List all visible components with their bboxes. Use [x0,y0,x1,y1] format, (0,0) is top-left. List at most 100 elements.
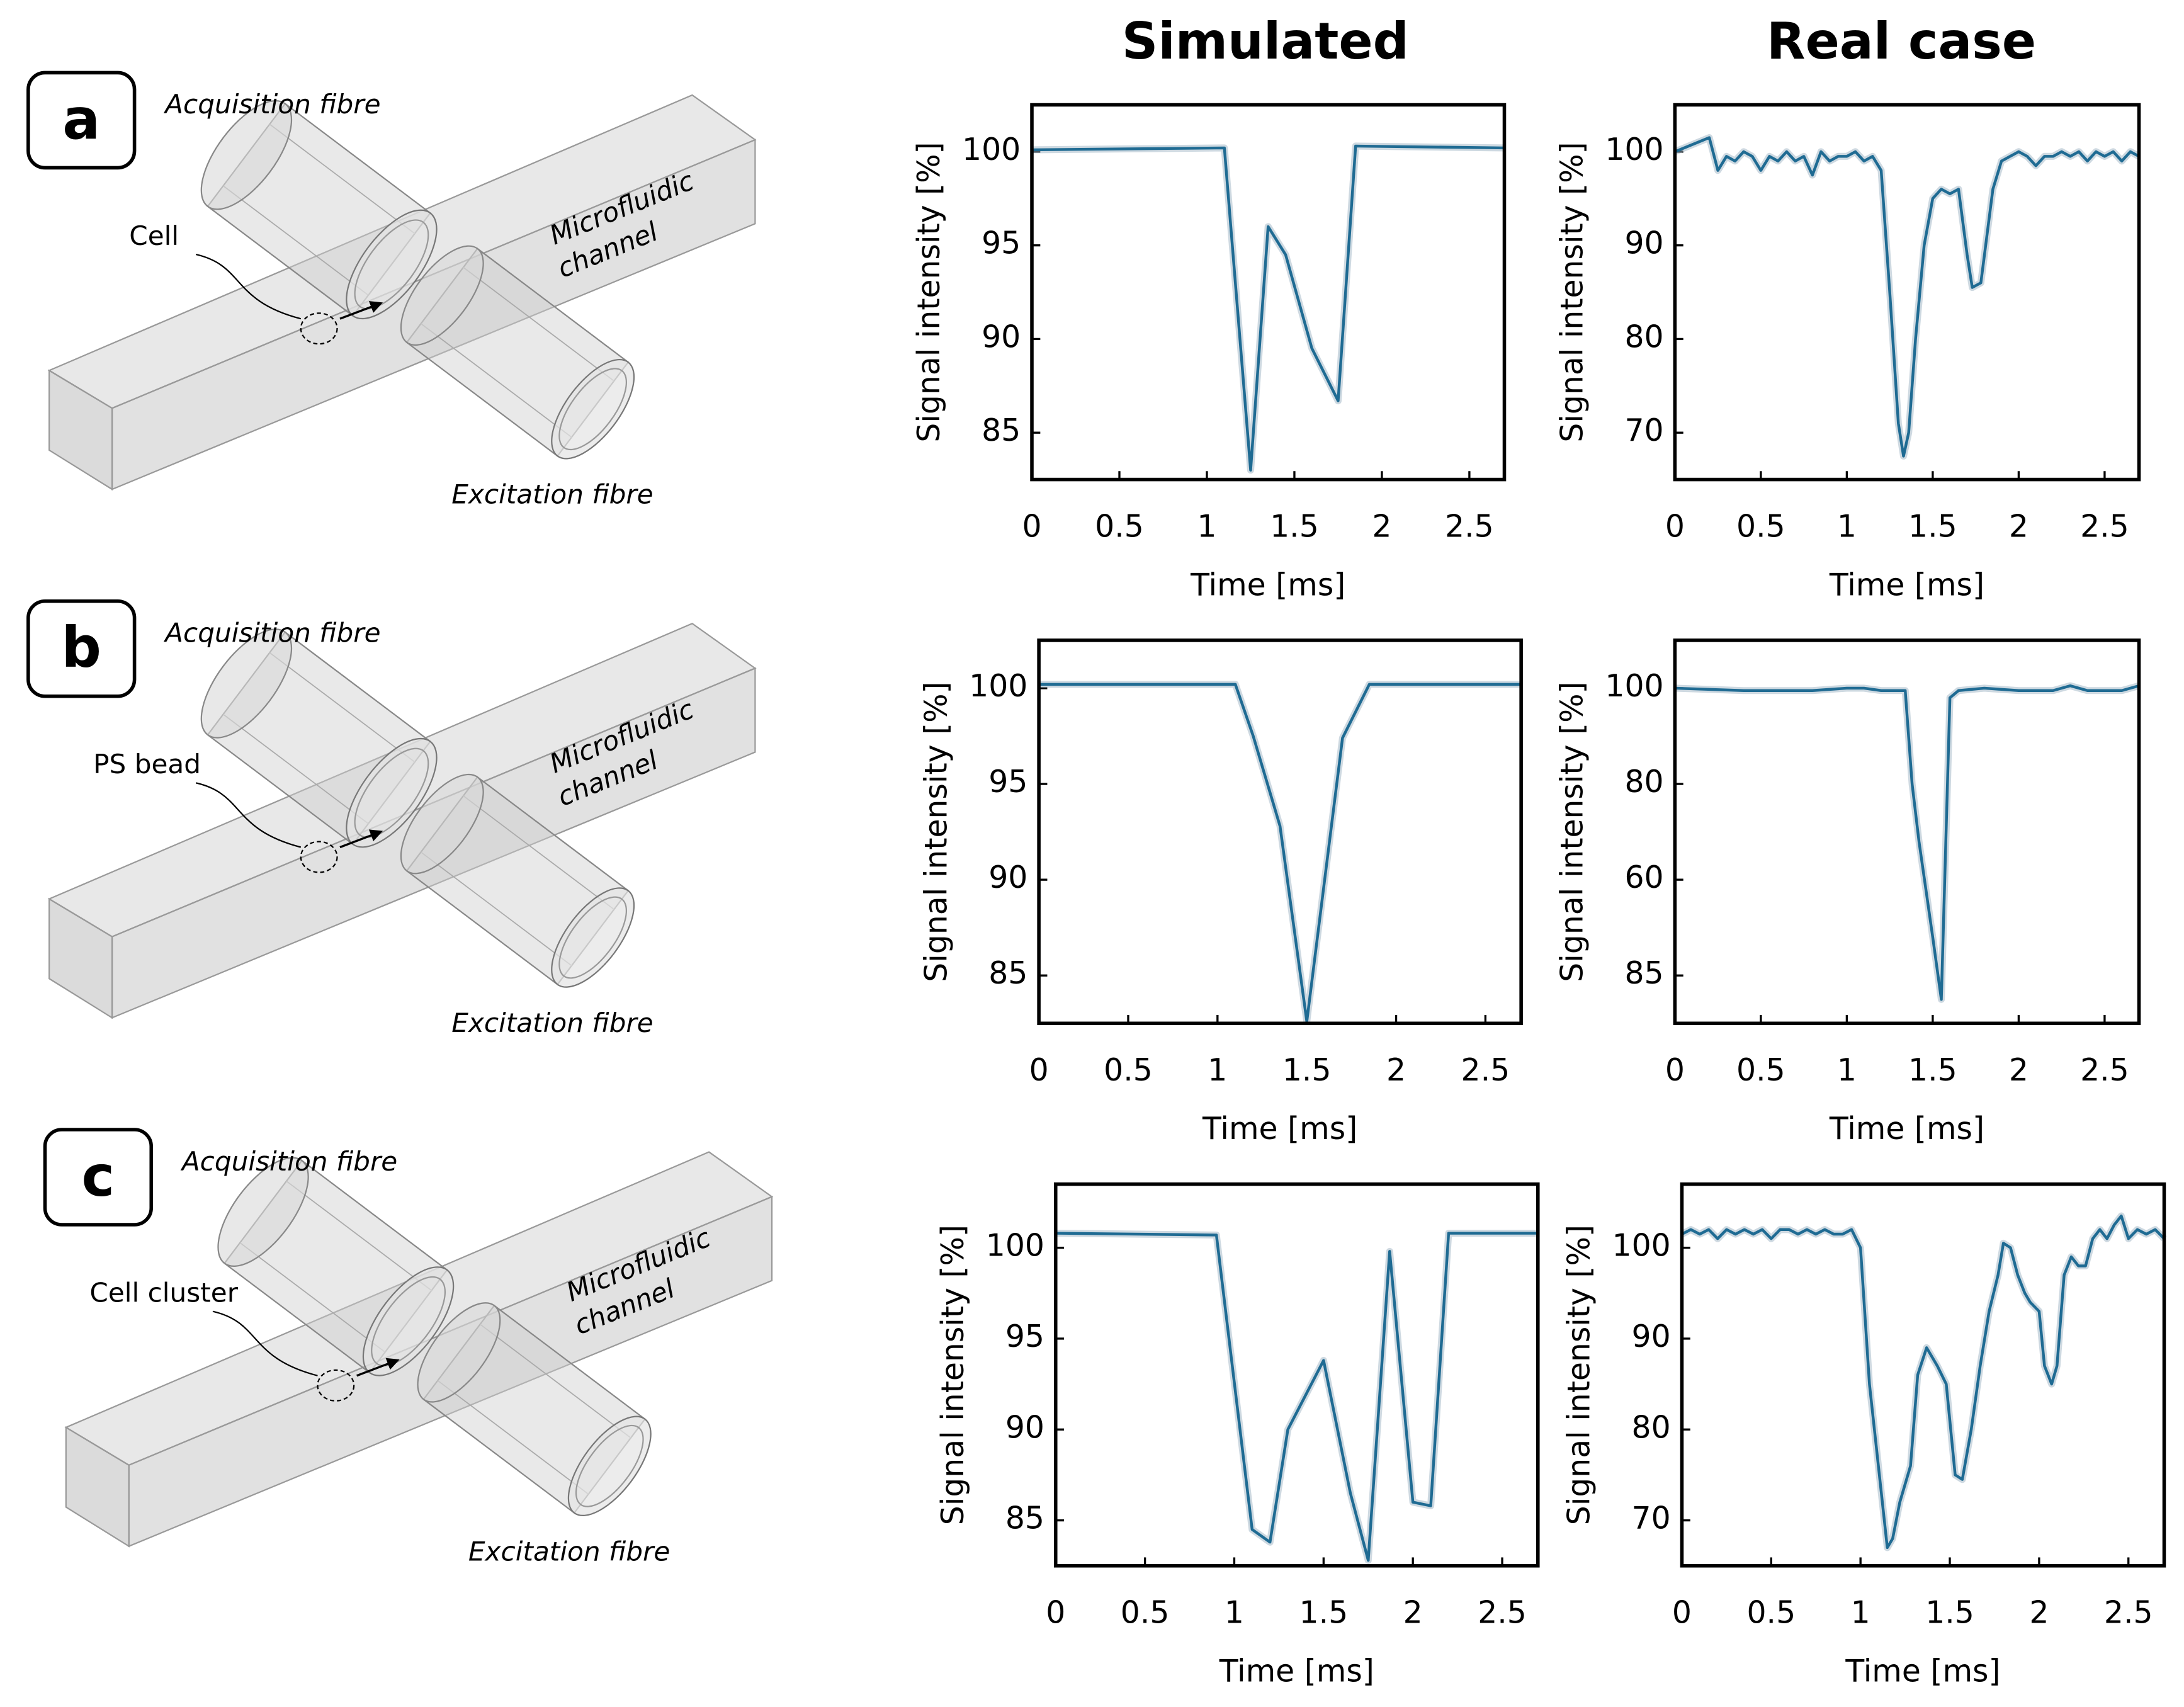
x-tick-label: 0 [1665,1052,1685,1088]
plot-frame [1680,1182,2166,1568]
x-tick-label: 2 [2009,1052,2028,1088]
fibre-end [417,1302,501,1403]
fibre-label: Excitation fibre [451,1007,653,1038]
y-tick-label: 70 [1624,412,1663,448]
fibre-end-inner [354,219,429,310]
channel-end [65,1426,130,1548]
motion-arrow [339,829,383,849]
fibre-end [567,1415,652,1517]
plot-frame [1673,103,2141,482]
motion-arrow [356,1358,400,1377]
fibre [200,628,438,848]
fibre-core [421,323,572,438]
fibre [400,773,635,988]
y-tick-label: 85 [988,955,1027,991]
y-tick-label: 95 [1005,1319,1044,1354]
panel-label: a [62,87,100,152]
object-label: PS bead [93,749,201,780]
x-tick-label: 1 [1837,508,1857,544]
x-axis-title: Time [ms] [1190,567,1345,603]
y-tick-label: 100 [962,132,1021,167]
y-tick-label: 100 [1605,132,1663,167]
y-axis-title: Signal intensity [%] [1554,142,1590,442]
x-tick-label: 2 [1403,1594,1423,1630]
y-tick-label: 90 [982,319,1021,354]
fibre-end [400,773,484,875]
object-marker [300,841,338,873]
fibre-core [463,795,614,910]
x-axis-title: Time [ms] [1219,1653,1374,1689]
y-tick-label: 70 [1632,1500,1671,1536]
y-tick-label: 85 [1005,1500,1044,1536]
x-tick-label: 2 [1386,1052,1406,1088]
x-tick-label: 0 [1029,1052,1049,1088]
signal-line [1039,683,1522,1023]
y-axis-title: Signal intensity [%] [911,142,947,442]
x-tick-label: 0.5 [1095,508,1144,544]
y-axis-title: Signal intensity [%] [935,1225,971,1525]
x-tick-label: 1 [1225,1594,1244,1630]
fibre-label: Acquisition fibre [163,89,380,120]
x-tick-label: 1 [1851,1594,1870,1630]
fibre-end [551,887,635,988]
x-tick-label: 1 [1837,1052,1857,1088]
fibre [417,1302,652,1517]
x-tick-label: 2.5 [1478,1594,1527,1630]
fibre-end [400,245,484,346]
channel-end [48,369,113,491]
signal-line [1681,1214,2166,1550]
column-title: Real case [1767,12,2036,71]
fibre-core [269,652,416,763]
pointer [212,1310,318,1376]
object-label: Cell cluster [89,1278,238,1308]
fibre-end-inner [558,896,628,979]
x-tick-label: 1.5 [1270,508,1319,544]
column-title: Simulated [1122,12,1409,71]
x-tick-label: 1 [1208,1052,1227,1088]
fibre-core [421,851,572,967]
fibre-end-inner [575,1424,644,1507]
x-tick-label: 1.5 [1282,1052,1332,1088]
fibre-core [239,1242,386,1353]
x-tick-label: 0.5 [1104,1052,1153,1088]
fibre-core [222,185,369,296]
panel-box [43,1128,154,1227]
fibre-end [217,1157,309,1267]
panel-label: c [82,1143,115,1208]
x-tick-label: 2 [2009,508,2028,544]
signal-line [1674,136,2140,458]
x-tick-label: 1.5 [1925,1594,1974,1630]
y-tick-label: 100 [1605,668,1663,704]
fibre-core [437,1380,589,1495]
x-tick-label: 2.5 [1461,1052,1510,1088]
x-tick-label: 2.5 [1445,508,1494,544]
x-tick-label: 0.5 [1746,1594,1796,1630]
x-tick-label: 0.5 [1736,1052,1785,1088]
y-axis-title: Signal intensity [%] [1554,681,1590,982]
fibre-end [346,209,438,320]
y-axis-title: Signal intensity [%] [918,681,954,982]
x-tick-label: 2 [2029,1594,2049,1630]
y-tick-label: 90 [988,859,1027,895]
fibre-core [222,713,369,824]
y-tick-label: 85 [982,412,1021,448]
y-tick-label: 95 [988,764,1027,800]
y-tick-label: 100 [1612,1228,1671,1264]
object-marker [317,1369,355,1402]
x-tick-label: 1.5 [1908,1052,1957,1088]
pointer [196,782,302,848]
fibre-core [286,1181,432,1291]
x-axis-title: Time [ms] [1202,1111,1357,1147]
fibre-label: Acquisition fibre [180,1146,397,1177]
y-tick-label: 95 [982,225,1021,261]
x-tick-label: 0.5 [1121,1594,1170,1630]
panel-box [26,71,137,170]
fibre-label: Acquisition fibre [163,618,380,649]
x-tick-label: 0 [1022,508,1041,544]
x-tick-label: 2.5 [2080,508,2129,544]
x-axis-title: Time [ms] [1829,567,1984,603]
fibre-label: Excitation fibre [468,1536,670,1567]
fibre-end [551,358,635,460]
y-tick-label: 100 [969,668,1027,704]
